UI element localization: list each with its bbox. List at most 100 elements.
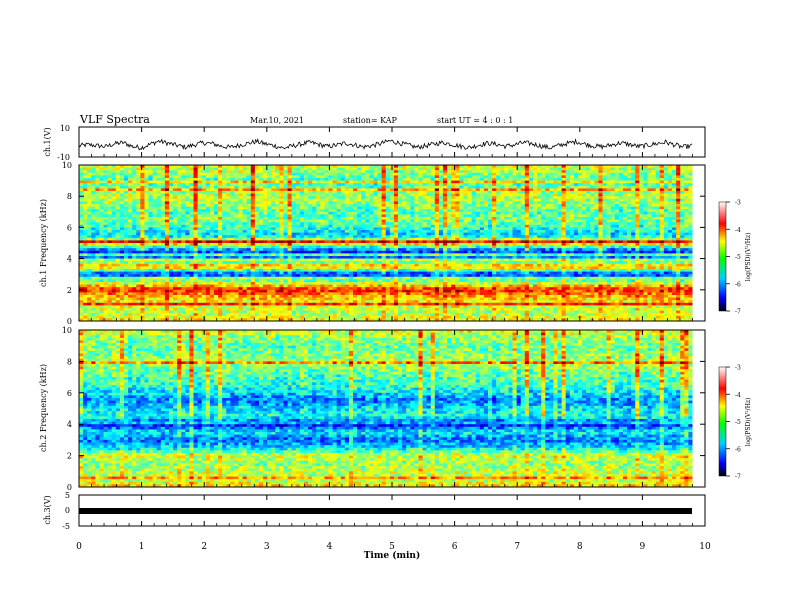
spectrogram-cell	[385, 248, 391, 252]
spectrogram-cell	[512, 209, 518, 213]
spectrogram-cell	[291, 222, 297, 226]
spectrogram-cell	[655, 227, 661, 231]
spectrogram-cell	[492, 224, 497, 228]
spectrogram-cell	[565, 243, 571, 247]
spectrogram-cell	[492, 232, 497, 236]
spectrogram-cell	[263, 211, 268, 215]
spectrogram-cell	[594, 232, 600, 236]
spectrogram-cell	[672, 248, 677, 252]
spectrogram-cell	[340, 237, 346, 241]
spectrogram-cell	[389, 248, 395, 252]
spectrogram-cell	[684, 204, 689, 208]
spectrogram-cell	[287, 230, 293, 234]
spectrogram-cell	[663, 201, 669, 205]
spectrogram-cell	[353, 211, 358, 215]
spectrogram-cell	[148, 198, 154, 202]
spectrogram-cell	[688, 198, 694, 202]
spectrogram-cell	[398, 198, 403, 202]
spectrogram-cell	[369, 206, 375, 210]
spectrogram-cell	[328, 183, 334, 187]
spectrogram-cell	[520, 196, 526, 200]
spectrogram-cell	[492, 227, 497, 231]
spectrogram-cell	[635, 201, 640, 205]
spectrogram-cell	[140, 193, 146, 197]
spectrogram-cell	[672, 204, 677, 208]
spectrogram-cell	[557, 206, 563, 210]
spectrogram-cell	[471, 165, 477, 169]
spectrogram-cell	[422, 240, 428, 244]
spectrogram-cell	[320, 206, 325, 210]
spectrogram-cell	[676, 172, 681, 176]
spectrogram-cell	[471, 201, 477, 205]
spectrogram-cell	[173, 245, 178, 249]
spectrogram-cell	[655, 230, 661, 234]
spectrogram-cell	[132, 209, 137, 213]
spectrogram-cell	[377, 201, 383, 205]
spectrogram-cell	[209, 183, 215, 187]
spectrogram-cell	[308, 214, 313, 218]
spectrogram-cell	[528, 240, 534, 244]
spectrogram-cell	[201, 250, 207, 254]
spectrogram-cell	[643, 196, 649, 200]
spectrogram-cell	[332, 172, 338, 176]
spectrogram-cell	[95, 185, 101, 189]
spectrogram-cell	[332, 230, 338, 234]
spectrogram-cell	[213, 204, 219, 208]
spectrogram-cell	[185, 204, 191, 208]
spectrogram-cell	[639, 224, 644, 228]
spectrogram-cell	[573, 196, 579, 200]
spectrogram-cell	[610, 219, 616, 223]
spectrogram-cell	[181, 191, 186, 195]
spectrogram-cell	[537, 248, 542, 252]
spectrogram-cell	[357, 188, 362, 192]
spectrogram-cell	[508, 224, 514, 228]
spectrogram-cell	[680, 183, 685, 187]
spectrogram-cell	[283, 206, 289, 210]
spectrogram-cell	[667, 206, 673, 210]
spectrogram-cell	[606, 209, 612, 213]
spectrogram-cell	[549, 185, 555, 189]
spectrogram-cell	[177, 206, 182, 210]
spectrogram-cell	[451, 217, 456, 221]
spectrogram-cell	[373, 222, 379, 226]
spectrogram-cell	[213, 237, 219, 241]
spectrogram-cell	[246, 217, 252, 221]
spectrogram-cell	[128, 170, 133, 174]
spectrogram-cell	[553, 188, 559, 192]
spectrogram-cell	[418, 175, 424, 179]
spectrogram-cell	[230, 227, 236, 231]
spectrogram-cell	[189, 224, 195, 228]
spectrogram-cell	[651, 217, 657, 221]
spectrogram-cell	[688, 165, 694, 169]
spectrogram-cell	[549, 170, 555, 174]
spectrogram-cell	[684, 175, 689, 179]
spectrogram-cell	[385, 180, 391, 184]
spectrogram-cell	[381, 219, 387, 223]
spectrogram-cell	[107, 172, 113, 176]
spectrogram-cell	[398, 211, 403, 215]
spectrogram-cell	[160, 211, 166, 215]
spectrogram-cell	[246, 224, 252, 228]
spectrogram-cell	[471, 170, 477, 174]
spectrogram-cell	[667, 245, 673, 249]
spectrogram-cell	[164, 237, 170, 241]
spectrogram-cell	[651, 175, 657, 179]
spectrogram-cell	[316, 248, 321, 252]
spectrogram-cell	[328, 196, 334, 200]
spectrogram-cell	[258, 201, 264, 205]
spectrogram-cell	[451, 204, 456, 208]
spectrogram-cell	[532, 198, 538, 202]
spectrogram-cell	[524, 209, 530, 213]
spectrogram-cell	[618, 204, 624, 208]
spectrogram-cell	[79, 243, 84, 247]
spectrogram-cell	[164, 227, 170, 231]
spectrogram-cell	[418, 188, 424, 192]
spectrogram-cell	[279, 227, 285, 231]
spectrogram-cell	[614, 211, 620, 215]
spectrogram-cell	[87, 183, 92, 187]
spectrogram-cell	[201, 243, 207, 247]
spectrogram-cell	[483, 193, 489, 197]
spectrogram-cell	[553, 217, 559, 221]
spectrogram-cell	[152, 217, 158, 221]
spectrogram-cell	[688, 193, 694, 197]
